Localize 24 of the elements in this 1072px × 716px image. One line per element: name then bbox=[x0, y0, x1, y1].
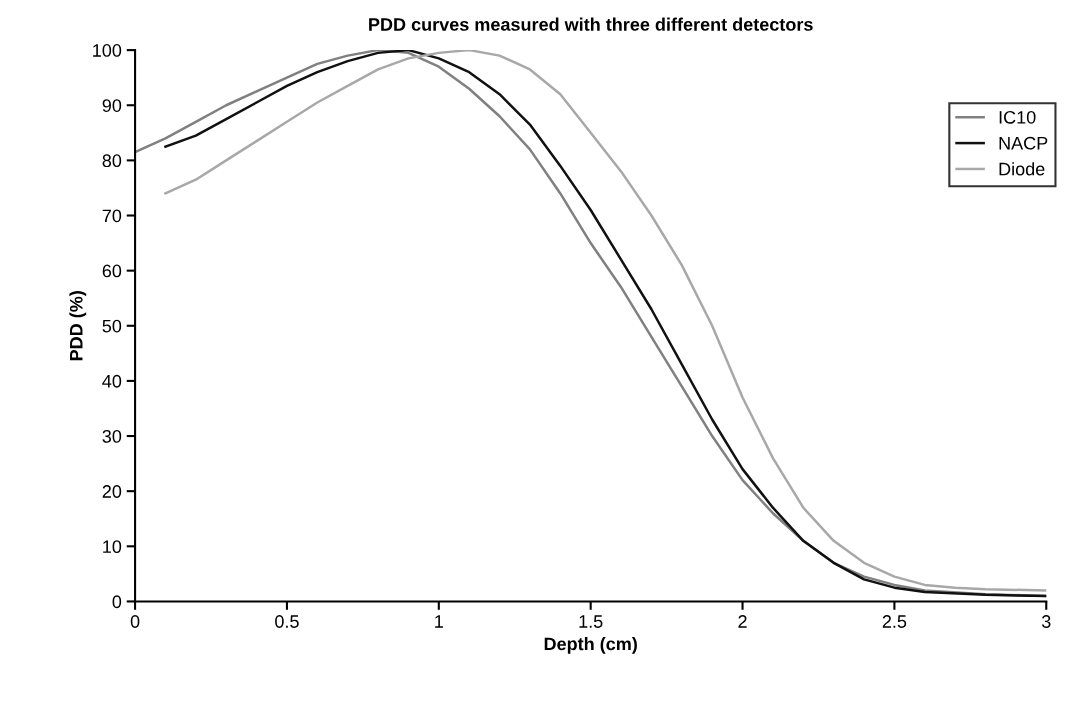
legend-label: Diode bbox=[999, 162, 1045, 176]
y-tick-label: 10 bbox=[103, 540, 122, 554]
x-tick-label: 2 bbox=[738, 615, 747, 628]
legend-label: NACP bbox=[999, 136, 1048, 150]
y-axis-title: PDD (%) bbox=[69, 291, 87, 361]
y-tick-label: 30 bbox=[102, 429, 122, 443]
chart-title: PDD curves measured with three different detectors bbox=[369, 17, 813, 31]
y-tick-label: 60 bbox=[102, 264, 122, 278]
x-tick-label: 0.5 bbox=[275, 615, 299, 628]
y-tick-label: 90 bbox=[102, 99, 122, 112]
x-axis-title: Depth (cm) bbox=[544, 637, 637, 654]
x-tick-label: 1.5 bbox=[579, 615, 603, 628]
y-tick-label: 80 bbox=[102, 154, 122, 168]
y-tick-label: 100 bbox=[93, 44, 122, 57]
x-tick-label: 2.5 bbox=[882, 615, 907, 628]
x-tick-label: 0 bbox=[130, 615, 140, 628]
y-tick-label: 50 bbox=[102, 319, 122, 333]
y-tick-label: 40 bbox=[102, 374, 122, 388]
legend-label: IC10 bbox=[999, 110, 1036, 124]
y-tick-label: 0 bbox=[112, 595, 122, 609]
y-tick-label: 70 bbox=[102, 209, 122, 223]
x-tick-label: 1 bbox=[435, 615, 443, 628]
y-tick-label: 20 bbox=[102, 485, 122, 498]
x-tick-label: 3 bbox=[1041, 615, 1051, 628]
